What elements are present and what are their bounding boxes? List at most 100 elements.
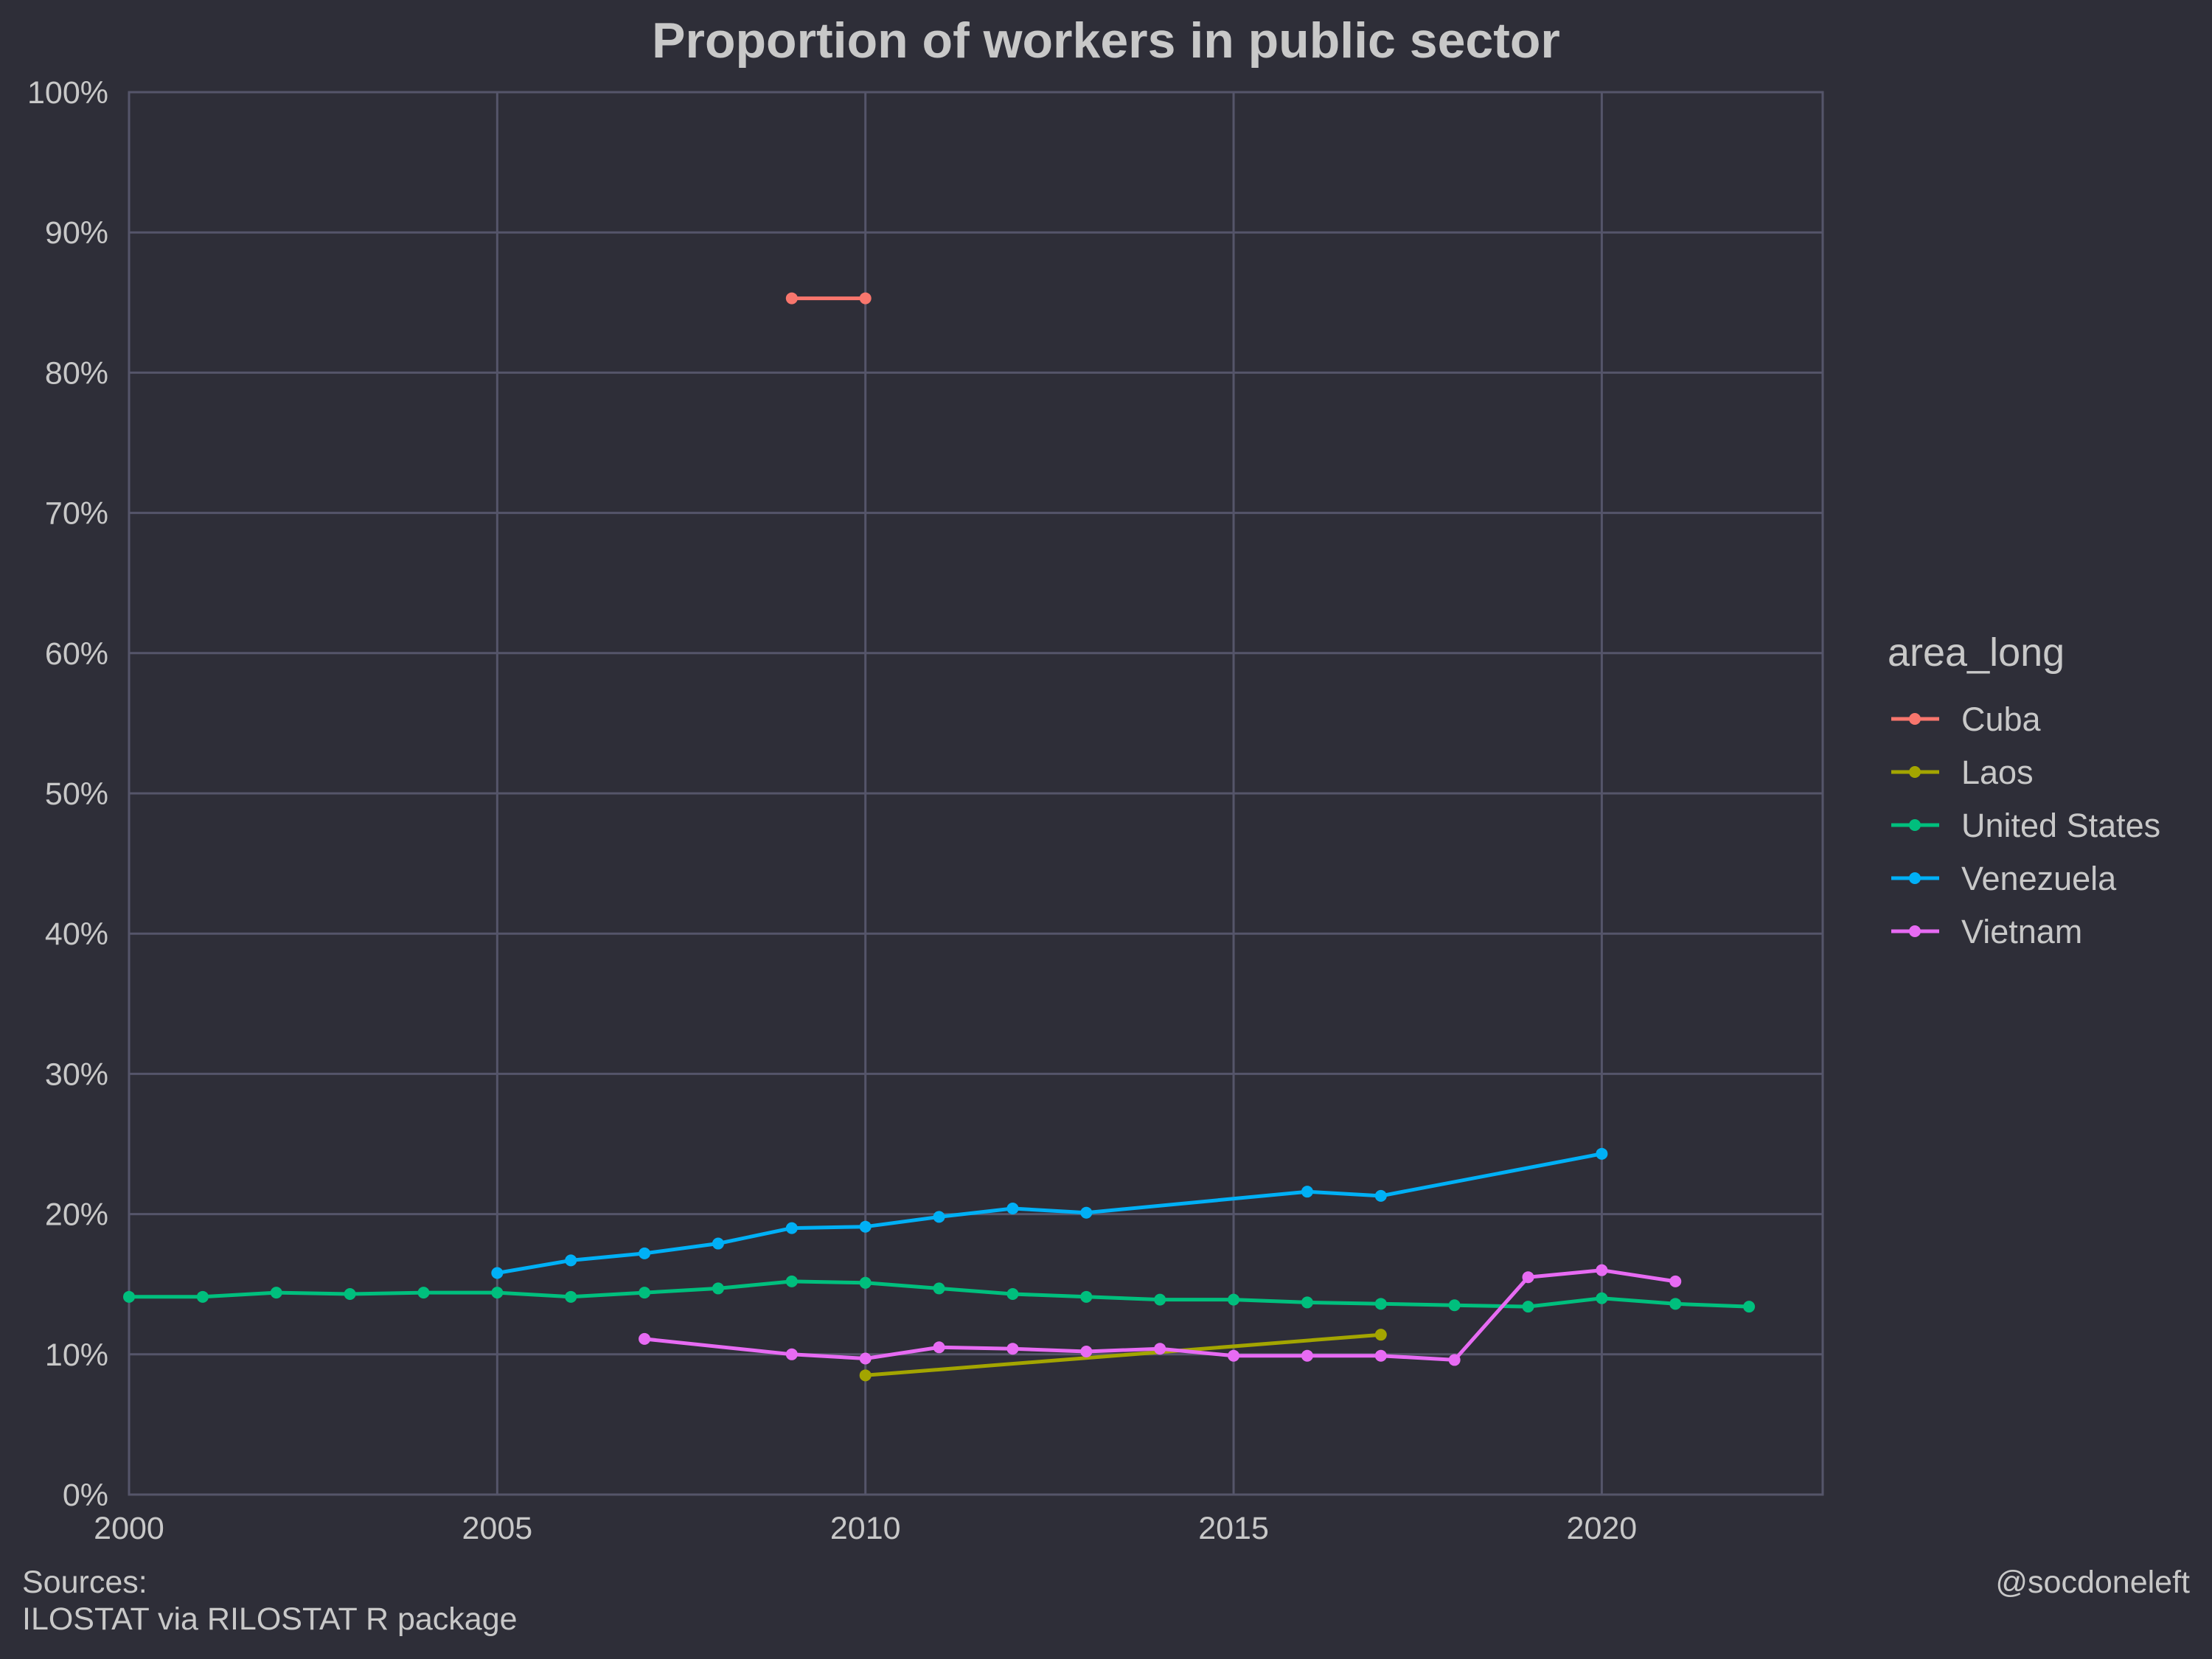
data-point-united-states [1154, 1293, 1166, 1306]
data-point-vietnam [1006, 1343, 1019, 1355]
legend-key-point [1909, 766, 1921, 778]
legend-label: Vietnam [1961, 913, 2082, 950]
chart-title: Proportion of workers in public sector [652, 13, 1560, 69]
data-point-laos [1374, 1329, 1387, 1341]
x-tick-label: 2005 [462, 1511, 533, 1546]
data-point-united-states [123, 1290, 135, 1303]
data-point-vietnam [1301, 1349, 1313, 1362]
series-venezuela [491, 1147, 1608, 1279]
data-point-united-states [639, 1287, 651, 1299]
legend: area_long Cuba Laos United States Venezuela… [1888, 630, 2160, 950]
data-point-vietnam [1374, 1349, 1387, 1362]
data-point-cuba [785, 292, 798, 305]
data-point-united-states [344, 1288, 356, 1301]
y-tick-label: 80% [45, 355, 108, 391]
legend-key-point [1909, 925, 1921, 937]
legend-label: United States [1961, 807, 2160, 844]
data-point-venezuela [1301, 1186, 1313, 1198]
legend-item-cuba: Cuba [1891, 700, 2042, 738]
series-united-states [123, 1275, 1756, 1313]
y-tick-label: 10% [45, 1338, 108, 1373]
legend-label: Venezuela [1961, 860, 2117, 897]
data-point-venezuela [491, 1267, 504, 1279]
data-point-laos [859, 1369, 872, 1382]
y-tick-label: 50% [45, 776, 108, 812]
data-point-venezuela [1080, 1206, 1093, 1219]
data-point-venezuela [1596, 1147, 1608, 1160]
data-point-united-states [1669, 1298, 1682, 1310]
series-cuba [785, 292, 872, 305]
data-point-vietnam [1228, 1349, 1240, 1362]
data-point-united-states [1743, 1301, 1756, 1313]
y-tick-label: 70% [45, 496, 108, 532]
data-point-united-states [1522, 1301, 1534, 1313]
series-line-vietnam [642, 1268, 1677, 1362]
legend-key-point [1909, 713, 1921, 725]
data-point-united-states [565, 1290, 577, 1303]
y-tick-label: 30% [45, 1057, 108, 1092]
data-point-vietnam [1669, 1275, 1682, 1287]
data-point-venezuela [859, 1220, 872, 1233]
data-point-united-states [1006, 1288, 1019, 1301]
series-line-venezuela [495, 1152, 1604, 1275]
y-tick-label: 100% [27, 75, 108, 111]
caption-credit: @socdoneleft [1995, 1565, 2190, 1600]
data-point-united-states [1301, 1296, 1313, 1309]
legend-item-vietnam: Vietnam [1891, 913, 2082, 950]
data-point-venezuela [712, 1237, 724, 1250]
data-point-united-states [417, 1287, 430, 1299]
data-point-united-states [712, 1282, 724, 1295]
data-point-vietnam [933, 1341, 945, 1354]
legend-label: Laos [1961, 754, 2034, 791]
x-tick-label: 2010 [830, 1511, 901, 1546]
data-point-venezuela [1374, 1189, 1387, 1202]
grid-layer [128, 91, 1824, 1496]
legend-key-point [1909, 872, 1921, 884]
legend-item-laos: Laos [1891, 754, 2034, 791]
data-point-vietnam [1522, 1271, 1534, 1284]
data-point-vietnam [1448, 1354, 1461, 1366]
x-tick-label: 2015 [1198, 1511, 1269, 1546]
data-point-united-states [196, 1290, 209, 1303]
data-point-united-states [1080, 1290, 1093, 1303]
data-point-cuba [859, 292, 872, 305]
x-tick-label: 2020 [1567, 1511, 1638, 1546]
data-point-united-states [1448, 1299, 1461, 1312]
data-point-vietnam [639, 1332, 651, 1345]
data-point-united-states [491, 1287, 504, 1299]
legend-key-point [1909, 819, 1921, 831]
y-tick-label: 90% [45, 215, 108, 251]
data-point-venezuela [785, 1222, 798, 1234]
caption-sources-label: Sources: [22, 1565, 147, 1600]
data-point-united-states [1228, 1293, 1240, 1306]
x-tick-label: 2000 [94, 1511, 164, 1546]
data-point-venezuela [933, 1211, 945, 1223]
caption-sources-text: ILOSTAT via RILOSTAT R package [22, 1601, 518, 1637]
y-tick-label: 20% [45, 1197, 108, 1233]
data-point-united-states [1596, 1292, 1608, 1304]
data-point-vietnam [859, 1352, 872, 1365]
series-vietnam [639, 1264, 1682, 1366]
legend-title: area_long [1888, 630, 2065, 675]
axis-layer: 0% 10% 20% 30% 40% 50% 60% 70% 80% 90% 100% 2000 200… [27, 75, 1637, 1546]
data-point-united-states [1374, 1298, 1387, 1310]
y-tick-label: 0% [63, 1478, 108, 1513]
series-layer [123, 292, 1756, 1382]
legend-item-united-states: United States [1891, 807, 2160, 844]
data-point-united-states [785, 1275, 798, 1287]
data-point-vietnam [785, 1348, 798, 1360]
data-point-venezuela [1006, 1202, 1019, 1214]
data-point-venezuela [565, 1254, 577, 1267]
data-point-united-states [270, 1287, 282, 1299]
y-tick-label: 60% [45, 636, 108, 672]
legend-label: Cuba [1961, 700, 2042, 738]
series-laos [859, 1329, 1387, 1382]
data-point-vietnam [1080, 1345, 1093, 1357]
data-point-united-states [859, 1276, 872, 1289]
data-point-vietnam [1596, 1264, 1608, 1276]
y-tick-label: 40% [45, 917, 108, 952]
data-point-united-states [933, 1282, 945, 1295]
legend-item-venezuela: Venezuela [1891, 860, 2117, 897]
